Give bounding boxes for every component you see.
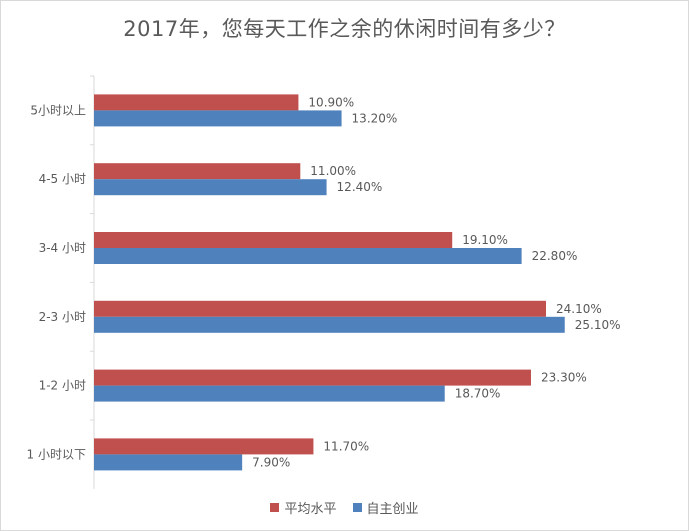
data-label-entrepreneur: 18.70% (455, 387, 501, 401)
category-label: 2-3 小时 (39, 310, 86, 324)
data-label-average: 24.10% (556, 302, 602, 316)
data-label-entrepreneur: 7.90% (252, 455, 290, 469)
chart-title: 2017年，您每天工作之余的休闲时间有多少？ (123, 17, 566, 41)
legend-label-entrepreneur: 自主创业 (366, 502, 419, 517)
category-label: 1-2 小时 (39, 379, 86, 393)
bar-entrepreneur (94, 110, 342, 127)
category-label: 1 小时以下 (27, 447, 86, 461)
data-label-entrepreneur: 13.20% (352, 111, 398, 125)
data-label-average: 11.70% (323, 439, 369, 453)
bar-entrepreneur (94, 454, 243, 471)
data-label-entrepreneur: 22.80% (532, 249, 578, 263)
legend-swatch-entrepreneur (352, 503, 362, 512)
legend-item-entrepreneur: 自主创业 (352, 498, 419, 517)
category-label: 4-5 小时 (39, 172, 86, 186)
category-label: 3-4 小时 (39, 241, 86, 255)
legend-label-average: 平均水平 (284, 502, 337, 517)
bar-average (94, 438, 314, 455)
data-label-entrepreneur: 12.40% (337, 180, 383, 194)
bar-entrepreneur (94, 316, 565, 333)
data-label-average: 23.30% (541, 371, 587, 385)
data-label-average: 10.90% (308, 95, 354, 109)
bar-average (94, 94, 299, 111)
bar-average (94, 300, 546, 317)
bar-average (94, 369, 531, 386)
data-label-entrepreneur: 25.10% (575, 318, 621, 332)
bar-entrepreneur (94, 248, 522, 264)
data-label-average: 19.10% (462, 233, 508, 247)
bar-average (94, 163, 301, 180)
legend-item-average: 平均水平 (270, 498, 337, 517)
category-label: 5小时以上 (30, 103, 86, 117)
bar-entrepreneur (94, 385, 445, 402)
bar-entrepreneur (94, 179, 327, 196)
chart-legend: 平均水平 自主创业 (1, 498, 688, 517)
data-label-average: 11.00% (310, 164, 356, 178)
legend-swatch-average (270, 503, 280, 512)
bar-average (94, 232, 453, 248)
